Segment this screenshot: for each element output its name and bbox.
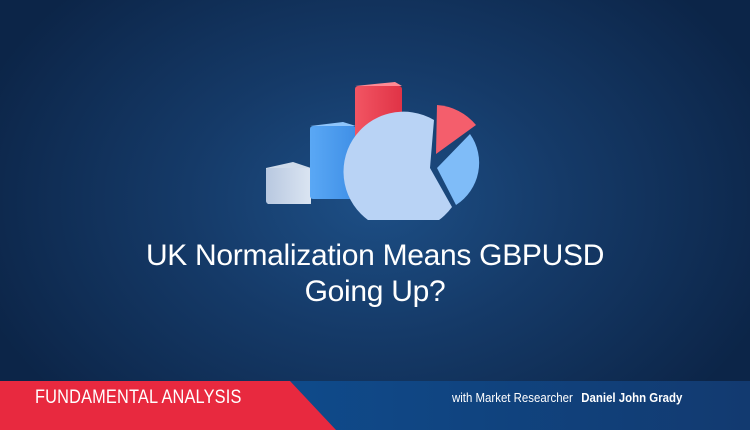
author-name: Daniel John Grady [581,390,683,405]
footer-banner: FUNDAMENTAL ANALYSIS with Market Researc… [0,381,750,430]
headline-line-1: UK Normalization Means GBPUSD [145,239,605,272]
byline: with Market Researcher Daniel John Grady [452,390,682,405]
headline: UK Normalization Means GBPUSD Going Up? [0,238,750,310]
category-ribbon [0,381,336,430]
bar-and-pie-chart-icon [266,82,480,220]
category-label: FUNDAMENTAL ANALYSIS [35,387,242,408]
headline-line-2: Going Up? [304,275,446,308]
byline-prefix: with Market Researcher [452,390,573,405]
